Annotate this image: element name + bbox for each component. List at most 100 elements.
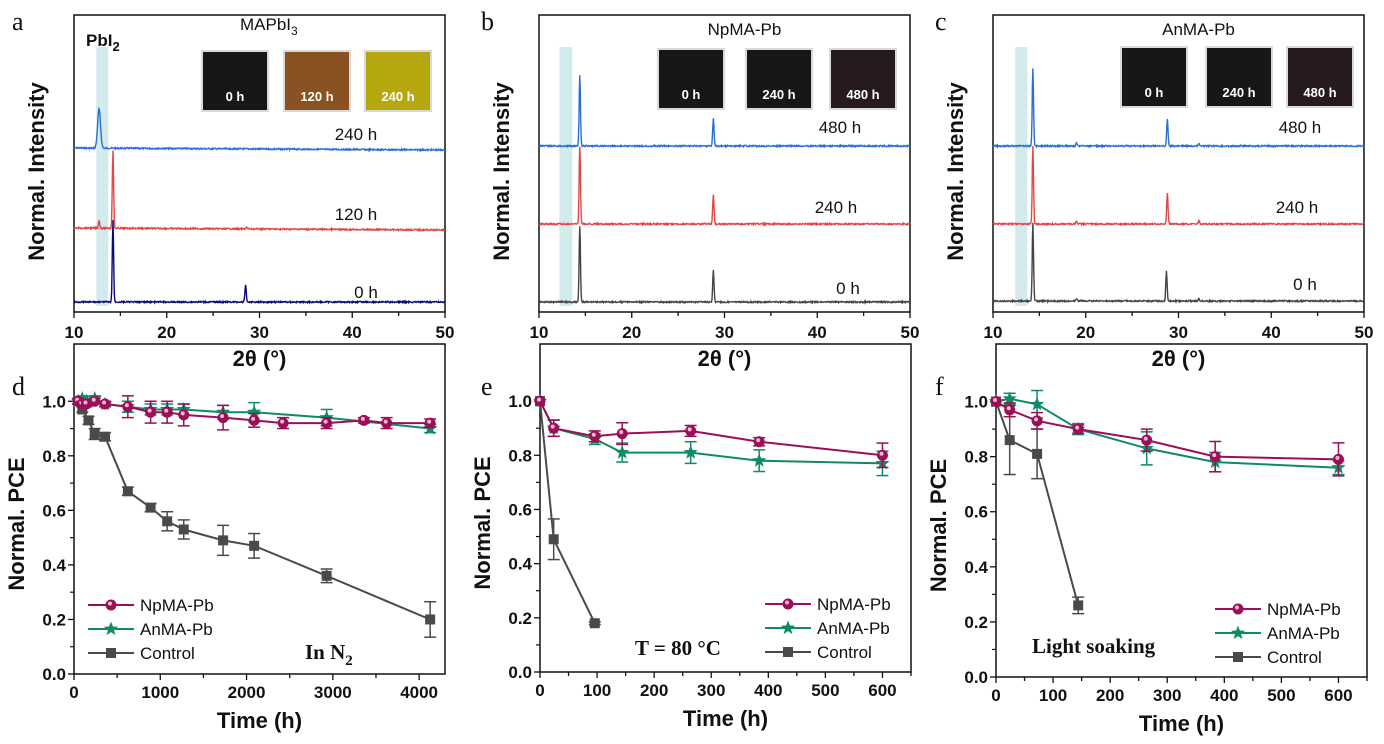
square-marker: [83, 415, 94, 426]
square-marker: [783, 647, 793, 657]
chart-title: AnMA-Pb: [1162, 20, 1235, 39]
series-line: [995, 401, 1080, 606]
panel-c: c 10 20 30 40 50 2θ (°) Normal. Intensity AnMA-P…: [935, 7, 1373, 371]
legend-label: Control: [1267, 648, 1322, 667]
legend: NpMA-Pb AnMA-Pb Control: [88, 596, 214, 663]
circle-marker-highlight: [383, 419, 388, 424]
x-tick-label: 500: [1267, 686, 1295, 705]
x-tick-label: 10: [65, 323, 84, 342]
xrd-curve-240h: [992, 145, 1365, 227]
circle-marker-highlight: [360, 416, 365, 421]
axes-frame: [73, 343, 446, 675]
panel-label: a: [12, 7, 24, 36]
y-axis-label: Normal. Intensity: [24, 81, 49, 260]
condition-annotation: T = 80 °C: [635, 636, 721, 660]
inset-photo: 240 h: [1205, 46, 1273, 108]
star-marker: [1030, 396, 1045, 411]
square-marker: [589, 618, 600, 629]
square-marker: [218, 535, 229, 546]
inset-photo: 480 h: [1286, 46, 1354, 108]
series-npma-pb: [990, 396, 1345, 477]
star-marker: [752, 453, 767, 467]
x-axis-label: 2θ (°): [233, 346, 287, 371]
square-marker: [1073, 600, 1084, 611]
series-npma-pb: [72, 395, 437, 431]
condition-annotation-main: T = 80 °C: [635, 636, 721, 660]
circle-marker-highlight: [756, 438, 761, 443]
circle-marker-highlight: [619, 430, 624, 435]
circle-marker-highlight: [251, 416, 256, 421]
panel-d: d 0.0 0.2 0.4 0.6 0.8 1.0 0 1000 2000 3000 4000 Time…: [4, 343, 446, 733]
photo-sample: [203, 52, 267, 110]
x-axis-label: Time (h): [683, 706, 768, 731]
panel-f: f 0.0 0.2 0.4 0.6 0.8 1.0 0 100 200 300 400 500 600 Ti…: [926, 343, 1368, 736]
square-marker: [162, 516, 173, 527]
photo-label: 0 h: [1145, 85, 1164, 100]
panel-label: c: [935, 7, 947, 36]
y-axis-label: Normal. PCE: [926, 459, 951, 592]
condition-annotation: In N2: [305, 640, 353, 669]
legend-label: NpMA-Pb: [1267, 600, 1341, 619]
x-axis-label: 2θ (°): [698, 346, 752, 371]
x-tick-label: 100: [583, 681, 611, 700]
axes-frame: [995, 343, 1368, 678]
square-marker: [1032, 448, 1043, 459]
xrd-curve-0h: [992, 222, 1365, 304]
legend: NpMA-Pb AnMA-Pb Control: [765, 595, 891, 662]
chart-title-sub: 3: [291, 24, 298, 38]
inset-photo: 240 h: [745, 48, 813, 110]
y-axis-label: Normal. PCE: [470, 456, 495, 589]
circle-marker-highlight: [687, 427, 692, 432]
inset-photo: 120 h: [283, 50, 351, 112]
circle-marker-highlight: [879, 451, 884, 456]
legend-label: AnMA-Pb: [140, 620, 213, 639]
photo-sample: [747, 50, 811, 108]
circle-marker-highlight: [1075, 425, 1080, 430]
star-marker: [780, 620, 796, 635]
x-tick-label: 40: [343, 323, 362, 342]
xrd-curve-240h: [73, 106, 446, 153]
x-tick-label: 30: [715, 323, 734, 342]
inset-photo: 0 h: [657, 48, 725, 110]
pbi2-label: PbI2: [86, 31, 120, 54]
y-axis-label: Normal. Intensity: [943, 81, 968, 260]
chart-title-main: MAPbI: [240, 15, 291, 34]
curve-label: 480 h: [819, 118, 862, 137]
circle-marker-highlight: [993, 398, 997, 403]
x-tick-label: 0: [69, 683, 78, 702]
inset-photo: 480 h: [829, 48, 897, 110]
condition-annotation: Light soaking: [1032, 634, 1156, 658]
photo-label: 480 h: [846, 87, 879, 102]
photo-sample: [366, 52, 430, 110]
legend-label: AnMA-Pb: [1267, 624, 1340, 643]
x-tick-label: 300: [697, 681, 725, 700]
circle-marker-highlight: [537, 397, 541, 402]
x-tick-label: 100: [1039, 686, 1067, 705]
x-tick-label: 10: [984, 323, 1003, 342]
x-tick-label: 400: [1210, 686, 1238, 705]
y-tick-label: 1.0: [42, 392, 66, 411]
legend-label: Control: [140, 644, 195, 663]
x-tick-label: 200: [640, 681, 668, 700]
curve-label: 120 h: [335, 205, 378, 224]
legend-label: AnMA-Pb: [817, 619, 890, 638]
inset-photo: 0 h: [201, 50, 269, 112]
star-marker: [1002, 391, 1017, 405]
x-tick-label: 3000: [314, 683, 352, 702]
x-tick-label: 40: [1262, 323, 1281, 342]
panel-label: b: [481, 7, 494, 36]
curve-label: 0 h: [1293, 275, 1317, 294]
series-control: [991, 396, 1085, 615]
x-tick-label: 600: [1324, 686, 1352, 705]
panel-label: e: [481, 372, 493, 401]
square-marker: [1233, 652, 1243, 662]
legend-label: NpMA-Pb: [140, 596, 214, 615]
y-tick-label: 0.4: [42, 556, 66, 575]
y-tick-label: 0.0: [42, 665, 66, 684]
x-tick-label: 20: [1076, 323, 1095, 342]
x-axis-label: Time (h): [1139, 711, 1224, 736]
photo-label: 480 h: [1303, 85, 1336, 100]
xrd-curve-0h: [538, 226, 911, 305]
photo-sample: [1122, 48, 1186, 106]
